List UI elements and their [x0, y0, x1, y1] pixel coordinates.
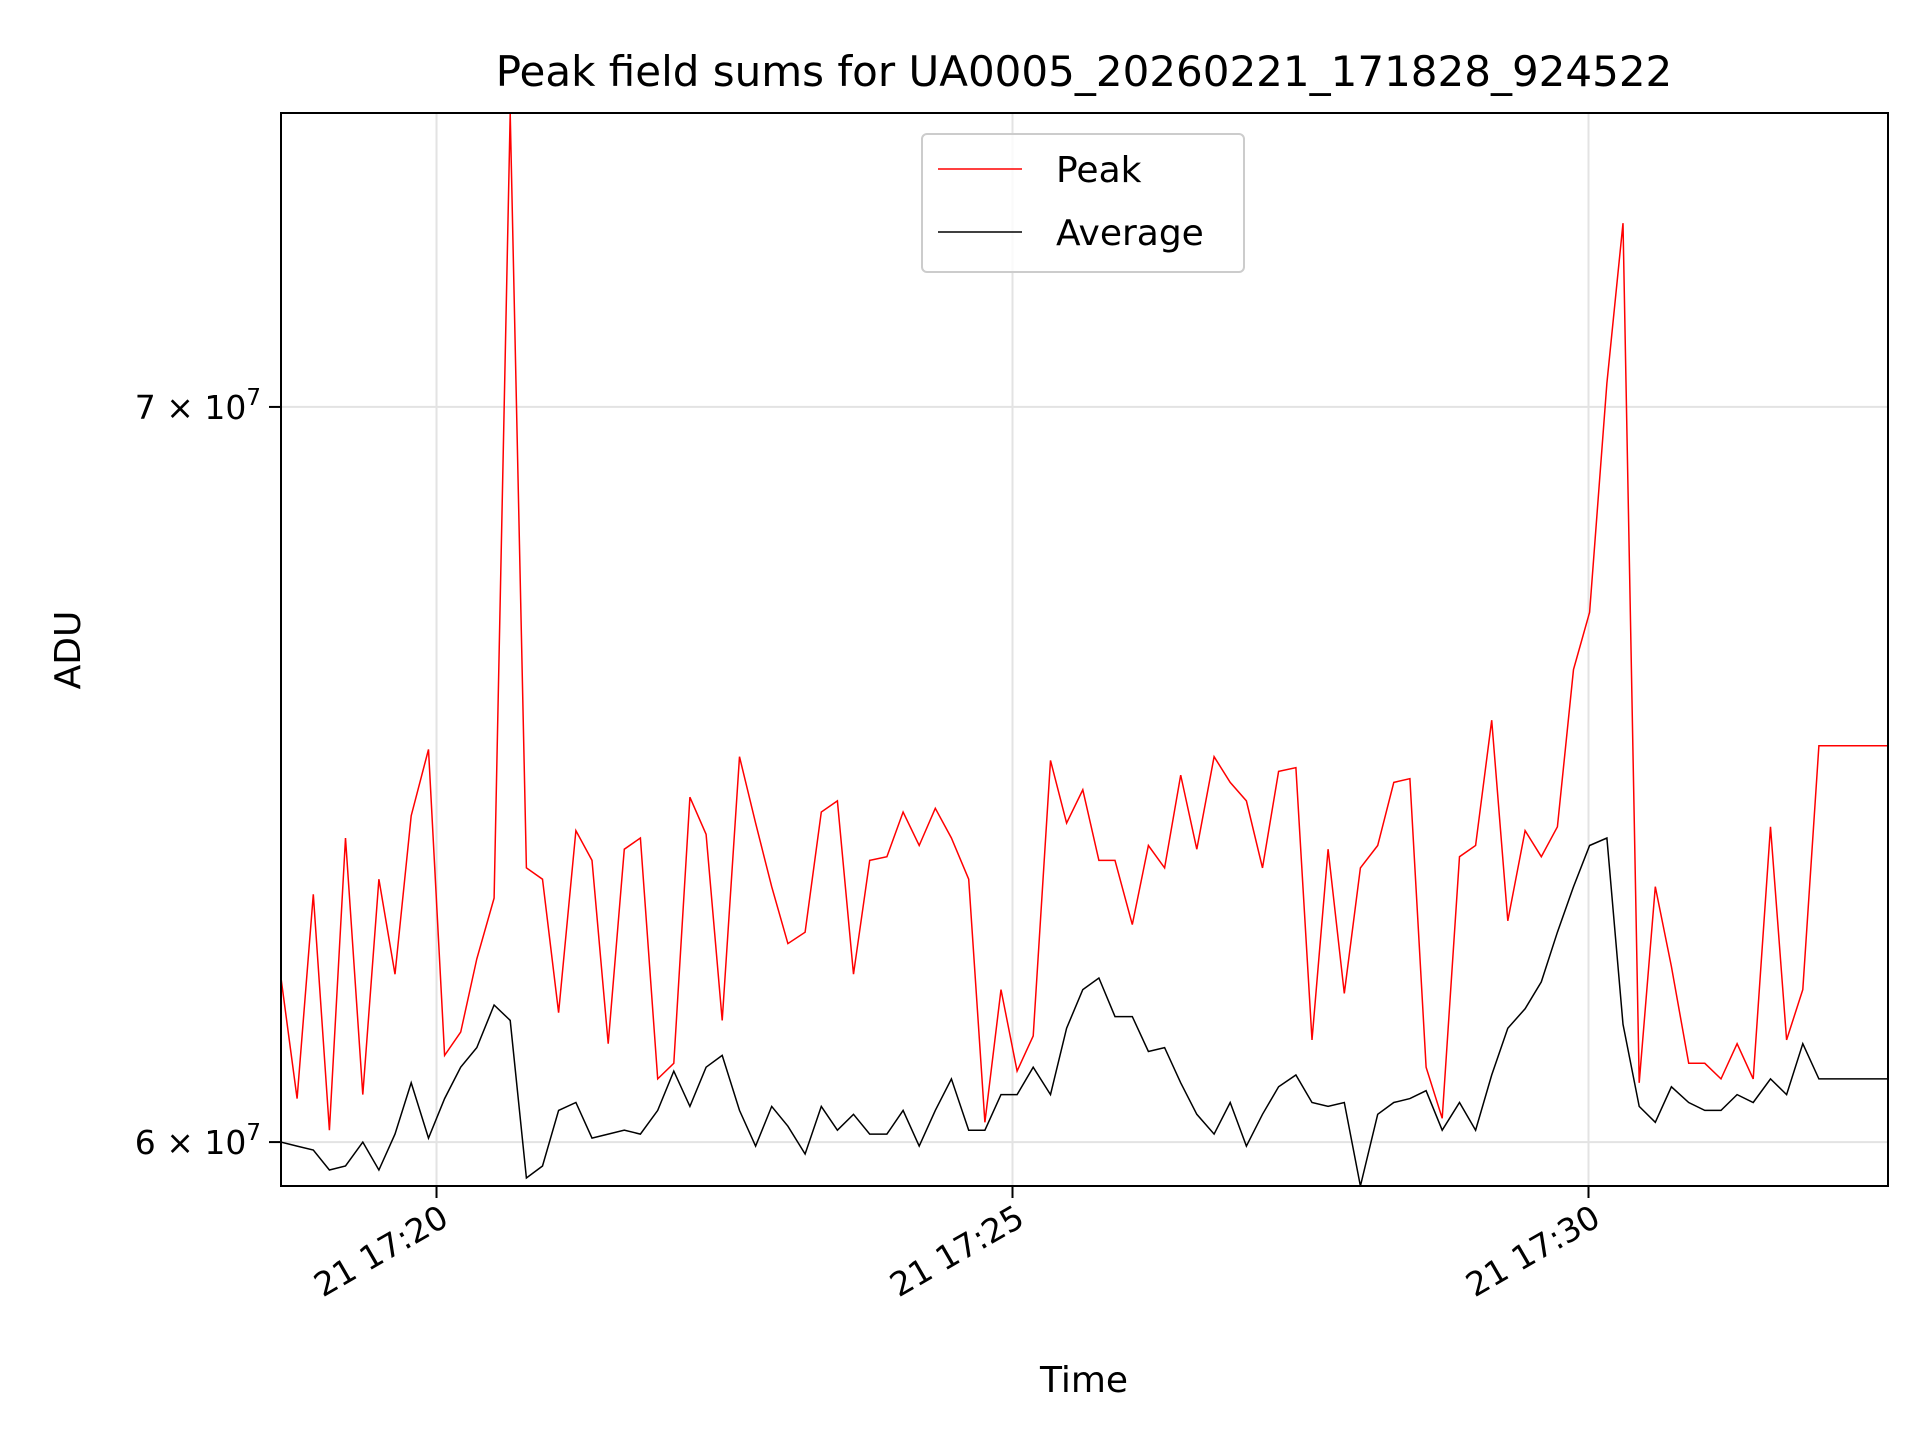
y-axis-ticks: 6 × 107 7 × 107 — [135, 385, 281, 1162]
series-layer — [281, 113, 1888, 1186]
chart-title: Peak field sums for UA0005_20260221_1718… — [496, 47, 1673, 96]
legend-peak-label: Peak — [1056, 150, 1142, 191]
plot-frame — [280, 112, 1889, 1187]
y-tick-label: 7 × 107 — [135, 385, 261, 427]
legend: Peak Average — [921, 133, 1245, 273]
y-tick-label: 6 × 107 — [135, 1120, 261, 1162]
y-tick-mantissa: 6 — [135, 1123, 156, 1162]
y-tick-exponent: 7 — [246, 385, 261, 411]
y-axis-label: ADU — [48, 611, 89, 690]
y-tick-mantissa: 7 — [135, 388, 156, 427]
legend-average-label: Average — [1056, 213, 1204, 254]
series-line-peak — [281, 113, 1888, 1131]
series-line-average — [281, 836, 1888, 1186]
x-axis-label: Time — [1039, 1360, 1128, 1401]
y-tick-exponent: 7 — [246, 1120, 261, 1146]
